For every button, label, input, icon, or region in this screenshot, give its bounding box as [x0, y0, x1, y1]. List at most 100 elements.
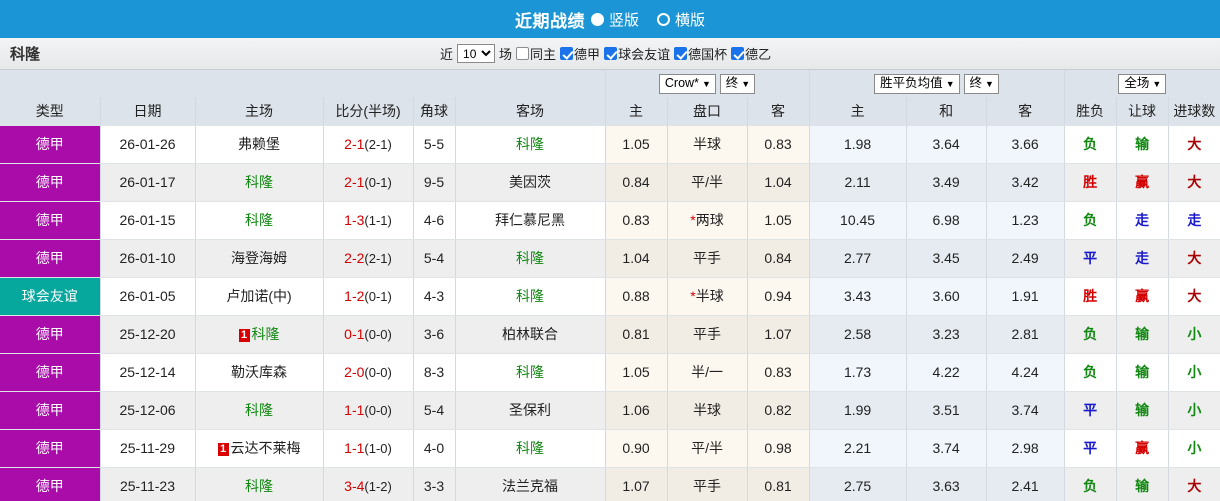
column-header-hcp-away[interactable]: 客	[747, 97, 810, 126]
column-header-type[interactable]: 类型	[0, 97, 101, 126]
table-row[interactable]: 德甲 25-12-20 1 科隆 0-1(0-0) 3-6 柏林联合 0.81 平手 1.07 2.…	[0, 315, 1220, 354]
same-home-filter[interactable]: 同主	[516, 44, 556, 63]
home-team-name[interactable]: 云达不莱梅	[230, 440, 301, 456]
cell-home-team[interactable]: 科隆	[195, 163, 324, 202]
table-row[interactable]: 德甲 25-11-23 科隆 3-4(1-2) 3-3 法兰克福 1.07 平手 0.81 2.7…	[0, 467, 1220, 501]
league-filter-club-friendly[interactable]: 球会友谊	[604, 44, 670, 63]
radio-vertical-icon[interactable]	[590, 12, 604, 26]
column-header-hcp-home[interactable]: 主	[605, 97, 668, 126]
home-team-name[interactable]: 科隆	[245, 174, 273, 190]
cell-score[interactable]: 1-1(1-0)	[323, 429, 414, 468]
away-team-name[interactable]: 科隆	[516, 288, 545, 304]
cell-type[interactable]: 德甲	[0, 391, 101, 430]
odds-source-select[interactable]: 胜平负均值 ▼	[874, 73, 960, 94]
cell-type[interactable]: 球会友谊	[0, 277, 101, 316]
cell-away-team[interactable]: 科隆	[455, 429, 606, 468]
league-filter-bundesliga[interactable]: 德甲	[560, 44, 600, 63]
cell-home-team[interactable]: 科隆	[195, 467, 324, 501]
cell-home-team[interactable]: 科隆	[195, 201, 324, 240]
table-row[interactable]: 球会友谊 26-01-05 卢加诺(中) 1-2(0-1) 4-3 科隆 0.88 *半球 0.…	[0, 277, 1220, 316]
away-team-name[interactable]: 圣保利	[509, 402, 552, 418]
column-header-corners[interactable]: 角球	[413, 97, 456, 126]
cell-type[interactable]: 德甲	[0, 467, 101, 501]
checkbox-checked-icon[interactable]	[604, 47, 618, 60]
cell-type[interactable]: 德甲	[0, 163, 101, 202]
league-filter-bundesliga2[interactable]: 德乙	[731, 44, 771, 63]
cell-home-team[interactable]: 海登海姆	[195, 239, 324, 278]
column-header-hcp-line[interactable]: 盘口	[667, 97, 748, 126]
same-home-checkbox[interactable]	[516, 47, 530, 60]
column-header-date[interactable]: 日期	[100, 97, 196, 126]
odds-time-select[interactable]: 终 ▼	[963, 73, 999, 94]
cell-type[interactable]: 德甲	[0, 125, 101, 164]
home-team-name[interactable]: 海登海姆	[231, 250, 287, 266]
cell-home-team[interactable]: 1 云达不莱梅	[195, 429, 324, 468]
cell-type[interactable]: 德甲	[0, 429, 101, 468]
cell-score[interactable]: 2-1(2-1)	[323, 125, 414, 164]
view-mode-horizontal[interactable]: 横版	[657, 9, 705, 30]
column-header-handicap[interactable]: 让球	[1116, 97, 1169, 126]
cell-type[interactable]: 德甲	[0, 239, 101, 278]
away-team-name[interactable]: 科隆	[516, 440, 545, 456]
table-row[interactable]: 德甲 26-01-15 科隆 1-3(1-1) 4-6 拜仁慕尼黑 0.83 *两球 1.05 1…	[0, 201, 1220, 240]
column-header-away[interactable]: 客场	[455, 97, 606, 126]
column-header-odds-draw[interactable]: 和	[906, 97, 987, 126]
away-team-name[interactable]: 科隆	[516, 136, 545, 152]
home-team-name[interactable]: 科隆	[245, 478, 273, 494]
column-header-goals[interactable]: 进球数	[1168, 97, 1220, 126]
radio-horizontal-icon[interactable]	[657, 12, 670, 26]
cell-away-team[interactable]: 拜仁慕尼黑	[455, 201, 606, 240]
scope-select[interactable]: 全场 ▼	[1118, 73, 1167, 94]
cell-away-team[interactable]: 美因茨	[455, 163, 606, 202]
away-team-name[interactable]: 拜仁慕尼黑	[495, 212, 566, 228]
table-row[interactable]: 德甲 26-01-26 弗赖堡 2-1(2-1) 5-5 科隆 1.05 半球 0.83 1.98…	[0, 125, 1220, 164]
cell-home-team[interactable]: 卢加诺(中)	[195, 277, 324, 316]
away-team-name[interactable]: 柏林联合	[502, 326, 559, 342]
cell-away-team[interactable]: 柏林联合	[455, 315, 606, 354]
cell-type[interactable]: 德甲	[0, 315, 101, 354]
cell-score[interactable]: 1-1(0-0)	[323, 391, 414, 430]
cell-score[interactable]: 1-3(1-1)	[323, 201, 414, 240]
home-team-name[interactable]: 卢加诺(中)	[226, 288, 292, 304]
handicap-time-select[interactable]: 终 ▼	[719, 73, 756, 94]
table-row[interactable]: 德甲 26-01-10 海登海姆 2-2(2-1) 5-4 科隆 1.04 平手 0.84 2.7…	[0, 239, 1220, 278]
away-team-name[interactable]: 法兰克福	[502, 478, 559, 494]
handicap-source-select[interactable]: Crow* ▼	[658, 73, 716, 94]
column-header-odds-away[interactable]: 客	[986, 97, 1065, 126]
column-header-result[interactable]: 胜负	[1064, 97, 1117, 126]
cell-score[interactable]: 2-0(0-0)	[323, 353, 414, 392]
cell-away-team[interactable]: 科隆	[455, 353, 606, 392]
home-team-name[interactable]: 科隆	[251, 326, 280, 342]
cell-home-team[interactable]: 1 科隆	[195, 315, 324, 354]
away-team-name[interactable]: 美因茨	[509, 174, 552, 190]
column-header-score[interactable]: 比分(半场)	[323, 97, 414, 126]
table-row[interactable]: 德甲 25-12-06 科隆 1-1(0-0) 5-4 圣保利 1.06 半球 0.82 1.99…	[0, 391, 1220, 430]
checkbox-checked-icon[interactable]	[560, 47, 574, 60]
away-team-name[interactable]: 科隆	[516, 364, 545, 380]
cell-score[interactable]: 1-2(0-1)	[323, 277, 414, 316]
column-header-home[interactable]: 主场	[195, 97, 324, 126]
match-count-select[interactable]: 10	[457, 44, 496, 63]
cell-home-team[interactable]: 勒沃库森	[195, 353, 324, 392]
cell-away-team[interactable]: 圣保利	[455, 391, 606, 430]
cell-away-team[interactable]: 科隆	[455, 277, 606, 316]
column-header-odds-home[interactable]: 主	[809, 97, 907, 126]
cell-score[interactable]: 0-1(0-0)	[323, 315, 414, 354]
cell-score[interactable]: 3-4(1-2)	[323, 467, 414, 501]
cell-away-team[interactable]: 科隆	[455, 239, 606, 278]
cell-home-team[interactable]: 科隆	[195, 391, 324, 430]
cell-away-team[interactable]: 科隆	[455, 125, 606, 164]
checkbox-checked-icon[interactable]	[674, 47, 688, 60]
cell-home-team[interactable]: 弗赖堡	[195, 125, 324, 164]
cell-score[interactable]: 2-1(0-1)	[323, 163, 414, 202]
home-team-name[interactable]: 弗赖堡	[238, 136, 280, 152]
home-team-name[interactable]: 勒沃库森	[231, 364, 287, 380]
away-team-name[interactable]: 科隆	[516, 250, 545, 266]
cell-score[interactable]: 2-2(2-1)	[323, 239, 414, 278]
cell-type[interactable]: 德甲	[0, 353, 101, 392]
cell-away-team[interactable]: 法兰克福	[455, 467, 606, 501]
table-row[interactable]: 德甲 26-01-17 科隆 2-1(0-1) 9-5 美因茨 0.84 平/半 1.04 2.1…	[0, 163, 1220, 202]
table-row[interactable]: 德甲 25-11-29 1 云达不莱梅 1-1(1-0) 4-0 科隆 0.90 平/半 0.98…	[0, 429, 1220, 468]
checkbox-checked-icon[interactable]	[731, 47, 745, 60]
table-row[interactable]: 德甲 25-12-14 勒沃库森 2-0(0-0) 8-3 科隆 1.05 半/一 0.83 1.…	[0, 353, 1220, 392]
